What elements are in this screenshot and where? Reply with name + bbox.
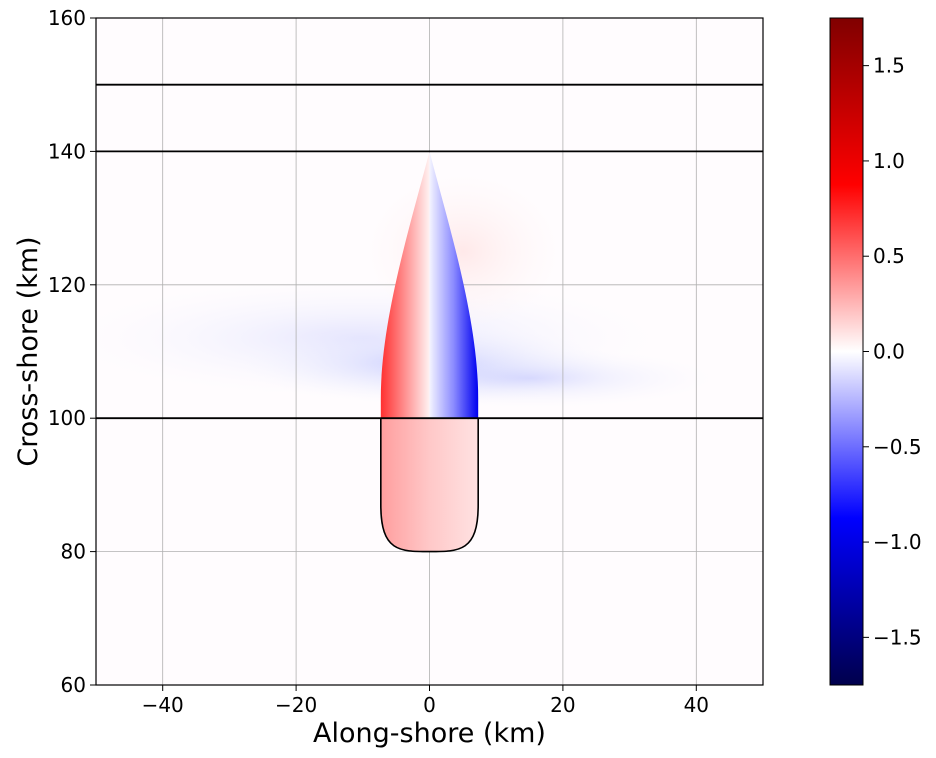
- x-tick-label: −40: [142, 693, 184, 717]
- colorbar-tick-label: −0.5: [873, 435, 922, 459]
- y-tick-label: 60: [61, 673, 86, 697]
- colorbar-tick-label: 1.0: [873, 149, 905, 173]
- body-layer: [380, 151, 479, 553]
- y-tick-label: 80: [61, 540, 86, 564]
- y-tick-label: 120: [48, 273, 86, 297]
- body-lower-region: [380, 418, 479, 552]
- y-tick-label: 140: [48, 139, 86, 163]
- x-axis-label: Along-shore (km): [313, 718, 546, 749]
- x-axis-ticks: −40 −20 0 20 40: [142, 685, 709, 717]
- plot-area: [95, 17, 764, 686]
- x-tick-label: 40: [684, 693, 709, 717]
- colorbar-tick-label: −1.0: [873, 530, 922, 554]
- y-tick-label: 100: [48, 406, 86, 430]
- colorbar-tick-label: 0.0: [873, 340, 905, 364]
- body-outline: [380, 418, 479, 553]
- colorbar-tick-label: 1.5: [873, 54, 905, 78]
- field-layer: [96, 171, 717, 409]
- colorbar-ticks: 1.5 1.0 0.5 0.0 −0.5 −1.0 −1.5: [863, 54, 922, 649]
- colorbar-gradient: [829, 17, 864, 686]
- y-axis-ticks: 60 80 100 120 140 160: [48, 6, 96, 697]
- horizontal-lines: [96, 83, 763, 420]
- colorbar-tick-label: 0.5: [873, 244, 905, 268]
- colorbar: 1.5 1.0 0.5 0.0 −0.5 −1.0 −1.5: [829, 17, 922, 686]
- x-tick-label: −20: [275, 693, 317, 717]
- body-positive-half: [380, 151, 430, 419]
- colorbar-tick-label: −1.5: [873, 625, 922, 649]
- x-tick-label: 20: [550, 693, 575, 717]
- x-tick-label: 0: [423, 693, 436, 717]
- y-tick-label: 160: [48, 6, 86, 30]
- body-negative-half: [429, 151, 479, 419]
- y-axis-label: Cross-shore (km): [13, 236, 44, 466]
